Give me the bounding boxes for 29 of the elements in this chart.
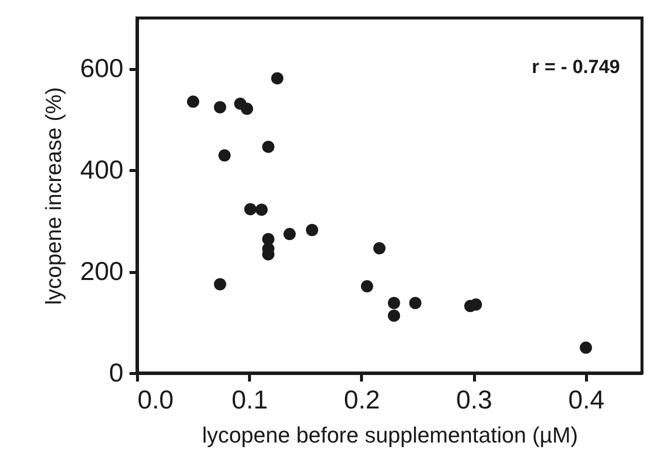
- point: [388, 296, 400, 310]
- point: [262, 140, 274, 153]
- point: [580, 342, 592, 354]
- point: [360, 280, 374, 292]
- point: [214, 101, 226, 114]
- point: [373, 242, 386, 254]
- point: [284, 228, 296, 240]
- annotation: r = - 0.749: [532, 57, 620, 78]
- y-tick-label: 0: [109, 358, 124, 388]
- point: [409, 296, 422, 310]
- y-tick-label: 600: [80, 53, 124, 84]
- x-tick-label: 0.1: [232, 384, 268, 414]
- x-tick-label: 0.4: [568, 384, 604, 414]
- x-tick-label: 0.0: [138, 384, 174, 414]
- point: [240, 102, 254, 115]
- point: [218, 149, 231, 162]
- point: [388, 310, 400, 322]
- x-axis-title: lycopene before supplementation (µM): [202, 422, 578, 448]
- x-tick-label: 0.3: [456, 384, 492, 414]
- y-tick-label: 200: [80, 256, 124, 286]
- y-tick-label: 400: [80, 154, 124, 185]
- x-tick-label: 0.2: [344, 384, 380, 414]
- point: [214, 278, 226, 290]
- point: [244, 203, 256, 216]
- point: [255, 204, 268, 216]
- point: [306, 224, 318, 236]
- y-axis-title: lycopene increase (%): [41, 87, 66, 305]
- point: [186, 96, 200, 108]
- point: [271, 72, 284, 84]
